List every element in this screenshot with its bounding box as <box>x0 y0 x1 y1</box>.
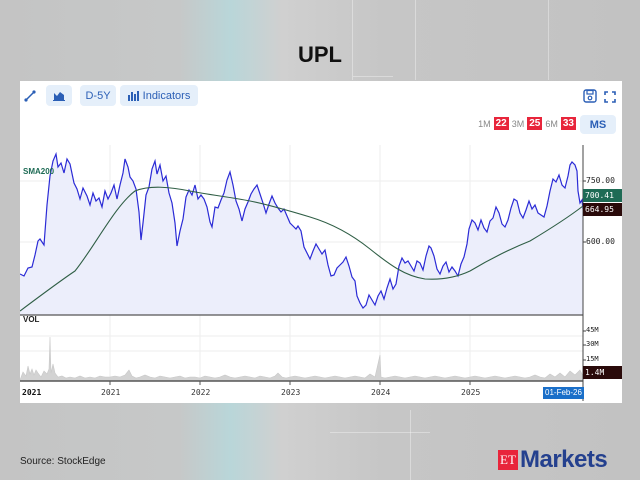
indicators-label: Indicators <box>142 89 191 102</box>
source-text: Source: StockEdge <box>20 456 106 467</box>
volume-bars <box>20 336 584 382</box>
x-tick-2021: 2021 <box>101 388 121 397</box>
volume-current-tag: 1.4M <box>583 366 622 379</box>
volume-label: VOL <box>23 315 40 324</box>
chart-toolbar: D-5Y Indicators <box>20 81 622 111</box>
ms-button[interactable]: MS <box>580 115 616 134</box>
chart-card: D-5Y Indicators 1M 22 3M 25 6M 33 MS <box>20 81 622 403</box>
period-6m-label: 6M <box>545 118 558 129</box>
sma200-line <box>20 186 584 312</box>
vol-tick-45m: 45M <box>586 326 599 334</box>
last-price-tag: 664.95 <box>583 203 622 216</box>
x-tick-2023: 2023 <box>281 388 301 397</box>
et-markets-logo: ET Markets <box>498 446 608 474</box>
draw-line-icon[interactable] <box>24 89 36 102</box>
period-6m-badge: 33 <box>560 117 576 130</box>
area-chart-icon <box>53 91 65 101</box>
indicators-button[interactable]: Indicators <box>120 85 198 106</box>
period-3m-label: 3M <box>511 118 525 129</box>
period-1m-badge: 22 <box>493 117 509 130</box>
logo-et: ET <box>498 450 518 470</box>
sma-value-tag: 700.41 <box>583 189 622 202</box>
cursor-date-tag: 01-Feb-26 <box>543 387 584 399</box>
price-chart[interactable] <box>20 81 622 403</box>
chart-type-button[interactable] <box>46 85 72 106</box>
period-1m-label: 1M <box>478 118 491 129</box>
x-tick-start: 2021 <box>22 388 42 397</box>
y-tick-600: 600.00 <box>586 237 615 246</box>
x-tick-2024: 2024 <box>371 388 391 397</box>
logo-markets: Markets <box>520 446 608 473</box>
y-tick-750: 750.00 <box>586 176 615 185</box>
x-tick-2025: 2025 <box>461 388 481 397</box>
price-line <box>20 151 584 309</box>
vol-tick-30m: 30M <box>586 340 599 348</box>
range-button[interactable]: D-5Y <box>80 85 116 106</box>
x-tick-2022: 2022 <box>191 388 211 397</box>
vol-tick-15m: 15M <box>586 355 599 363</box>
period-changes: 1M 22 3M 25 6M 33 <box>478 117 576 130</box>
page-title: UPL <box>298 42 342 67</box>
indicators-icon <box>127 90 139 101</box>
period-3m-badge: 25 <box>527 117 543 130</box>
sma200-label: SMA200 <box>23 167 55 176</box>
save-icon[interactable] <box>583 89 597 103</box>
fullscreen-icon[interactable] <box>604 90 616 103</box>
